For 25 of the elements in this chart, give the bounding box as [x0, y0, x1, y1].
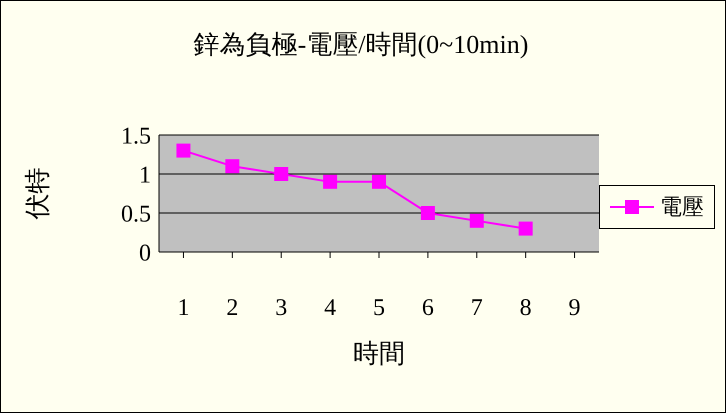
y-tick-label: 1 [139, 162, 151, 189]
x-tick-label: 1 [177, 295, 190, 322]
x-tick-label: 4 [324, 295, 336, 322]
x-tick-label: 2 [226, 295, 238, 322]
x-tick-label: 7 [470, 295, 483, 322]
x-tick-label: 3 [275, 295, 288, 322]
y-tick-label: 0.5 [121, 202, 151, 228]
x-tick-label: 9 [568, 295, 581, 322]
x-tick-label: 8 [520, 295, 532, 322]
point [274, 167, 288, 181]
point [225, 159, 240, 174]
point [470, 214, 484, 228]
legend-label: 電壓 [660, 192, 704, 220]
y-tick-label: 0 [139, 240, 151, 267]
y-tick-label: 1.5 [121, 124, 151, 150]
chart-title: 鋅為負極-電壓/時間(0~10min) [192, 29, 530, 61]
point [176, 144, 190, 158]
x-axis-title: 時間 [353, 339, 405, 368]
point [323, 174, 338, 189]
x-tick-label: 6 [422, 295, 434, 322]
point [372, 174, 386, 189]
y-axis-title: 伏特 [23, 168, 52, 220]
x-tick-label: 5 [373, 295, 385, 322]
point [518, 222, 533, 236]
point [420, 206, 435, 220]
